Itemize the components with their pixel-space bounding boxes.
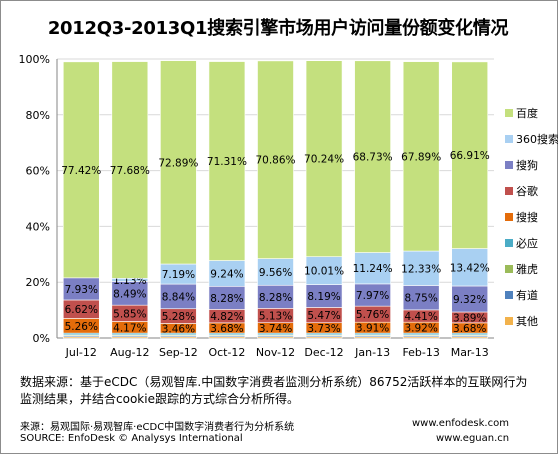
- data-label: 77.42%: [61, 165, 101, 177]
- bar-segment: [354, 60, 391, 253]
- data-label: 6.62%: [65, 304, 98, 316]
- bar-segment: [160, 60, 197, 265]
- data-label: 72.89%: [158, 157, 198, 169]
- y-tick-label: 80%: [26, 109, 50, 122]
- legend-swatch: [505, 239, 513, 247]
- data-label: 7.19%: [162, 269, 195, 281]
- bar-segment: [402, 61, 440, 252]
- data-label: 3.92%: [404, 323, 437, 335]
- data-label: 4.17%: [113, 322, 146, 334]
- data-label: 77.68%: [110, 165, 150, 177]
- legend-label: 雅虎: [516, 262, 538, 276]
- data-label: 8.49%: [113, 288, 146, 300]
- bar-segment: [402, 285, 440, 311]
- data-label: 5.26%: [65, 321, 98, 333]
- legend-label: 有道: [516, 288, 538, 302]
- legend-swatch: [505, 109, 513, 117]
- data-label: 4.41%: [404, 311, 437, 323]
- data-label: 70.86%: [255, 155, 295, 167]
- y-tick-label: 0%: [33, 332, 50, 345]
- data-label: 8.28%: [259, 292, 292, 304]
- data-label: 8.28%: [210, 293, 243, 305]
- data-label: 8.19%: [307, 291, 340, 303]
- data-label: 5.13%: [259, 311, 292, 323]
- legend-label: 360搜索: [516, 132, 558, 146]
- data-label: 4.82%: [210, 311, 243, 323]
- data-label: 3.46%: [162, 323, 195, 335]
- data-label: 7.97%: [356, 290, 389, 302]
- data-label: 5.76%: [356, 309, 389, 321]
- data-label: 66.91%: [450, 150, 490, 162]
- data-label: 5.47%: [307, 310, 340, 322]
- bar-segment: [257, 60, 294, 259]
- y-tick-label: 60%: [26, 165, 50, 178]
- legend-label: 搜狗: [516, 158, 538, 172]
- x-tick-label: Aug-12: [110, 346, 149, 359]
- data-label: 9.24%: [210, 268, 243, 280]
- legend-label: 百度: [516, 106, 538, 120]
- chart-title: 2012Q3-2013Q1搜索引擎市场用户访问量份额变化情况: [47, 18, 509, 39]
- bar-segment: [62, 61, 100, 279]
- legend-label: 必应: [516, 236, 538, 250]
- legend-label: 谷歌: [516, 184, 538, 198]
- x-tick-label: Jan-13: [354, 346, 390, 359]
- data-label: 8.75%: [404, 293, 437, 305]
- data-label: 12.33%: [401, 263, 441, 275]
- bar-segment: [354, 252, 391, 285]
- data-label: 3.91%: [356, 323, 389, 335]
- x-tick-label: Mar-13: [451, 346, 489, 359]
- data-label: 11.24%: [353, 263, 393, 275]
- x-tick-label: Nov-12: [256, 346, 295, 359]
- x-tick-label: Jul-12: [65, 346, 97, 359]
- legend-swatch: [505, 291, 513, 299]
- data-label: 13.42%: [450, 262, 490, 274]
- y-tick-label: 20%: [26, 276, 50, 289]
- data-label: 10.01%: [304, 266, 344, 278]
- data-label: 5.85%: [113, 308, 146, 320]
- data-label: 68.73%: [353, 152, 393, 164]
- legend-label: 搜搜: [516, 210, 538, 224]
- bar-segment: [305, 60, 343, 257]
- legend-swatch: [505, 213, 513, 221]
- x-tick-label: Dec-12: [304, 346, 343, 359]
- legend-swatch: [505, 187, 513, 195]
- eguan-url: www.eguan.cn: [436, 433, 510, 444]
- data-label: 3.74%: [259, 323, 292, 335]
- data-label: 70.24%: [304, 154, 344, 166]
- legend-swatch: [505, 265, 513, 273]
- legend-label: 其他: [516, 315, 538, 328]
- data-source-note: 数据来源：基于eCDC（易观智库.中国数字消费者监测分析系统）86752活跃样本…: [20, 375, 528, 389]
- data-label: 8.84%: [162, 291, 195, 303]
- data-label: 3.73%: [307, 323, 340, 335]
- source-chinese: 来源：易观国际·易观智库·eCDC中国数字消费者行为分析系统: [20, 422, 295, 433]
- x-tick-label: Sep-12: [159, 346, 198, 359]
- legend-swatch: [505, 317, 513, 325]
- y-tick-label: 100%: [19, 53, 50, 66]
- bar-segment: [451, 61, 489, 249]
- data-source-note-continued: 监测结果，并结合cookie跟踪的方式综合分析所得。: [20, 392, 299, 406]
- bar-segment: [111, 61, 149, 279]
- bar-segment: [305, 256, 343, 285]
- data-label: 5.28%: [162, 311, 195, 323]
- x-tick-label: Oct-12: [208, 346, 245, 359]
- data-label: 3.68%: [210, 323, 243, 335]
- legend-swatch: [505, 161, 513, 169]
- bar-segment: [160, 283, 197, 310]
- legend-swatch: [505, 135, 513, 143]
- bar-segment: [451, 285, 489, 313]
- data-label: 9.56%: [259, 267, 292, 279]
- data-label: 3.89%: [453, 312, 486, 324]
- enfodesk-url: www.enfodesk.com: [412, 418, 509, 429]
- x-tick-label: Feb-13: [402, 346, 439, 359]
- bar-segment: [402, 250, 440, 286]
- source-english: SOURCE: EnfoDesk © Analysys Internationa…: [20, 433, 243, 444]
- data-label: 9.32%: [453, 294, 486, 306]
- data-label: 67.89%: [401, 151, 441, 163]
- y-tick-label: 40%: [26, 220, 50, 233]
- data-label: 71.31%: [207, 156, 247, 168]
- data-label: 7.93%: [65, 284, 98, 296]
- bar-segment: [208, 61, 246, 261]
- data-label: 3.68%: [453, 323, 486, 335]
